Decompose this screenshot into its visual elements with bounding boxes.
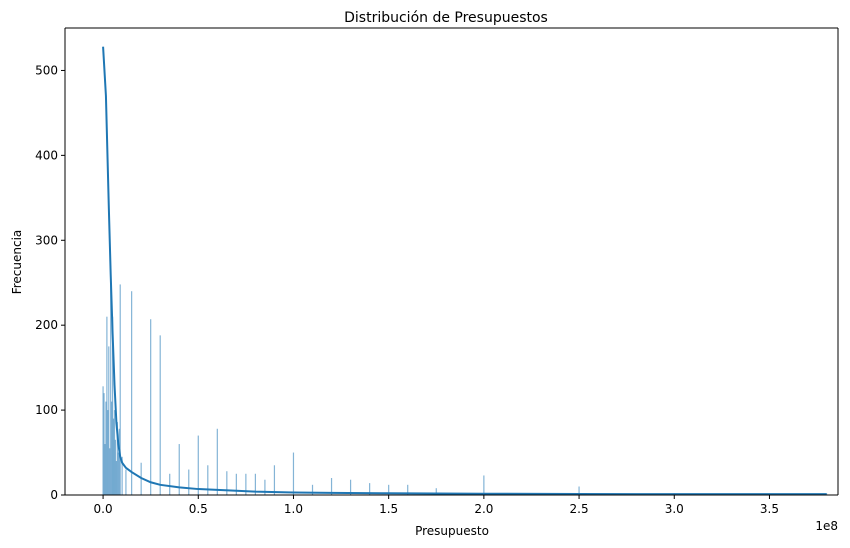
histogram-bar	[111, 401, 113, 495]
histogram-bar	[407, 484, 409, 495]
histogram-bar	[109, 448, 111, 495]
histogram-bar	[117, 452, 119, 495]
histogram-bar	[388, 484, 390, 495]
y-axis-label: Frecuencia	[10, 230, 24, 295]
y-tick-label: 500	[35, 63, 58, 77]
x-tick-label: 0.5	[189, 502, 208, 516]
histogram-bar	[113, 410, 116, 495]
x-tick-label: 3.0	[665, 502, 684, 516]
histogram-bar	[159, 335, 161, 495]
histogram-bar	[115, 461, 118, 495]
y-tick-label: 300	[35, 233, 58, 247]
histogram-bar	[178, 444, 180, 495]
histogram-bar	[330, 478, 333, 495]
histogram-bar	[254, 473, 256, 495]
y-axis-ticks: 0 100 200 300 400 500	[35, 63, 65, 502]
kde-curve	[102, 46, 827, 496]
histogram-bar	[118, 428, 120, 495]
histogram-bar	[150, 319, 152, 495]
y-tick-label: 100	[35, 403, 58, 417]
y-tick-label: 200	[35, 318, 58, 332]
histogram-bar	[235, 473, 237, 495]
histogram-bars	[102, 269, 828, 495]
histogram-bar	[207, 465, 209, 495]
x-axis-ticks: 0.0 0.5 1.0 1.5 2.0 2.5 3.0 3.5	[94, 495, 779, 516]
histogram-bar	[105, 401, 107, 495]
x-tick-label: 1.0	[284, 502, 303, 516]
histogram-bar	[106, 316, 108, 495]
histogram-bar	[292, 452, 295, 495]
histogram-bar	[116, 421, 118, 495]
histogram-bar	[107, 410, 109, 495]
histogram-bar	[245, 473, 247, 495]
histogram-bar	[578, 486, 580, 495]
histogram-bar	[121, 456, 123, 495]
x-tick-label: 0.0	[94, 502, 113, 516]
x-axis-label: Presupuesto	[415, 524, 489, 538]
histogram-bar	[131, 291, 133, 495]
histogram-bar	[112, 316, 114, 495]
histogram-bar	[349, 479, 352, 495]
plot-frame	[64, 27, 839, 496]
histogram-bar	[119, 284, 121, 495]
histogram-bar	[226, 471, 228, 495]
histogram-bar	[125, 469, 127, 495]
x-offset-text: 1e8	[815, 519, 838, 533]
histogram-bar	[110, 269, 112, 495]
histogram-bar	[311, 484, 314, 495]
x-tick-label: 1.5	[379, 502, 398, 516]
histogram-bar	[102, 386, 104, 495]
histogram-bar	[108, 346, 110, 495]
x-tick-label: 3.5	[760, 502, 779, 516]
histogram-bar	[188, 469, 190, 495]
histogram-bar	[103, 393, 105, 495]
histogram-bar	[197, 435, 199, 495]
y-tick-label: 0	[50, 488, 58, 502]
histogram-bar	[104, 444, 106, 495]
histogram-bar	[273, 465, 276, 495]
chart-title: Distribución de Presupuestos	[344, 10, 548, 26]
histogram-bar	[169, 473, 171, 495]
histogram-bar	[369, 483, 371, 495]
histogram-bar	[483, 475, 485, 495]
x-tick-label: 2.0	[474, 502, 493, 516]
histogram-bar	[112, 418, 115, 495]
histogram-bar	[435, 488, 437, 495]
x-tick-label: 2.5	[570, 502, 589, 516]
histogram-bar	[216, 428, 218, 495]
y-tick-label: 400	[35, 148, 58, 162]
histogram-bar	[114, 439, 117, 495]
histogram-bar	[264, 479, 266, 495]
